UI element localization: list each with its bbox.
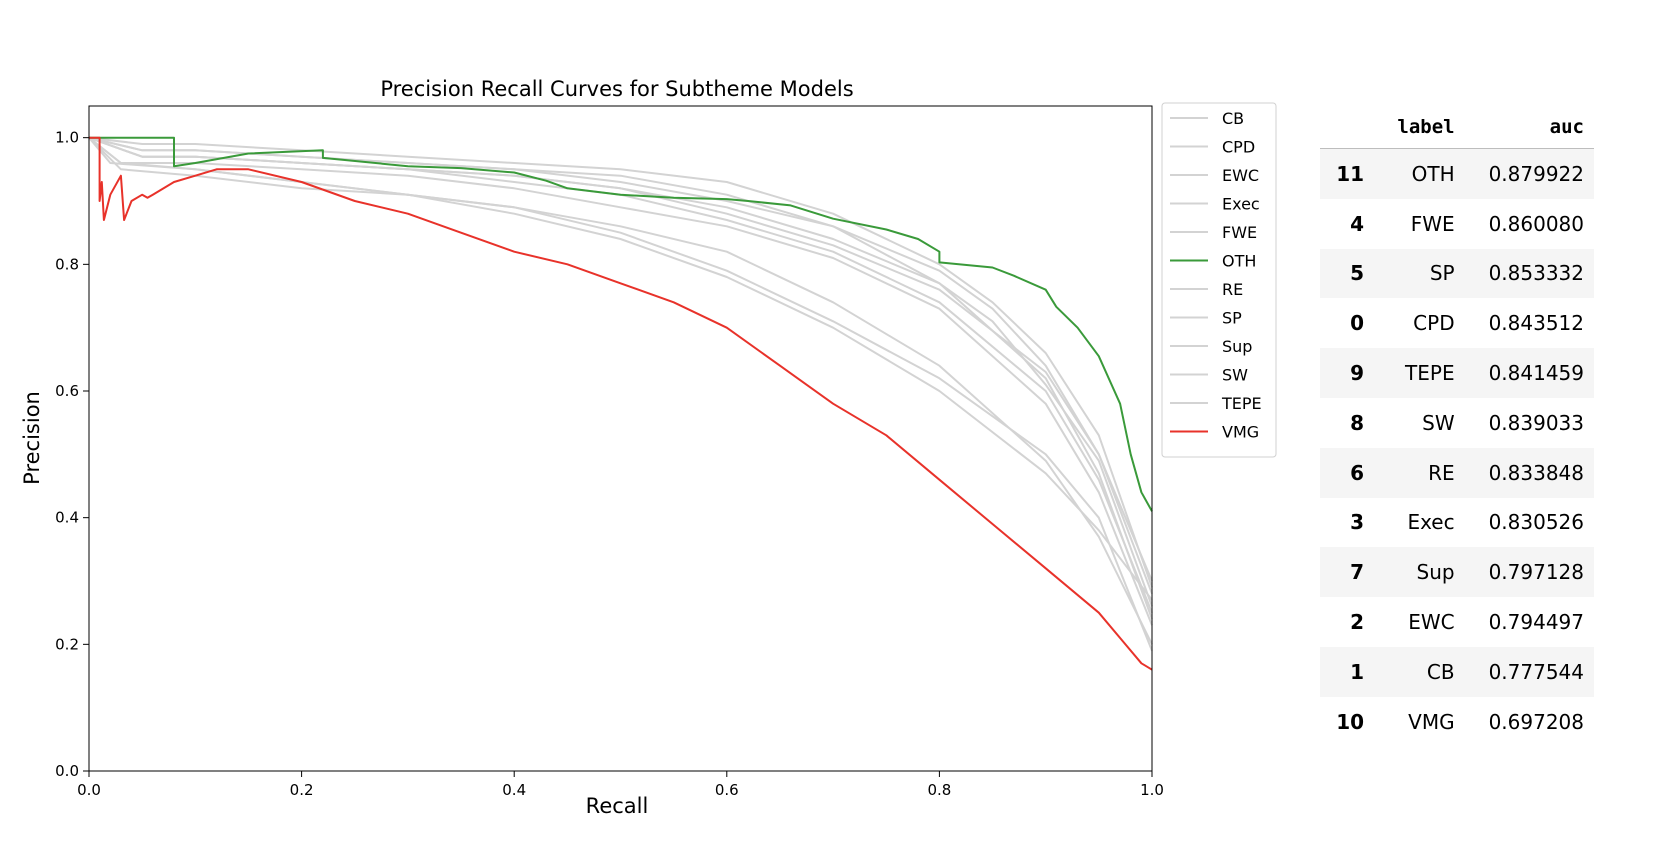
row-auc: 0.697208 <box>1488 709 1584 734</box>
chart-title: Precision Recall Curves for Subtheme Mod… <box>380 77 853 101</box>
row-label: FWE <box>1410 211 1455 236</box>
table-row: 7 Sup 0.797128 <box>1320 547 1594 598</box>
legend-label-cpd: CPD <box>1222 138 1255 157</box>
y-axis-title: Precision <box>20 391 44 485</box>
row-index: 2 <box>1350 610 1365 635</box>
series-line-oth <box>89 136 1153 512</box>
row-index: 4 <box>1350 211 1365 236</box>
x-tick-label: 0.8 <box>927 781 951 799</box>
row-index: 8 <box>1350 410 1365 435</box>
series-line-ewc <box>88 136 1153 645</box>
table-row: 5 SP 0.853332 <box>1320 248 1594 299</box>
series-line-tepe <box>88 136 1153 595</box>
row-label: Exec <box>1407 510 1455 535</box>
legend-label-sw: SW <box>1222 366 1248 385</box>
y-tick-label: 0.4 <box>55 509 79 527</box>
row-auc: 0.797128 <box>1464 547 1594 598</box>
legend-label-sup: Sup <box>1222 337 1252 356</box>
row-index: 10 <box>1336 709 1365 734</box>
row-index: 9 <box>1320 348 1379 398</box>
legend-box <box>1161 102 1277 458</box>
x-tick-label: 0.0 <box>77 781 101 799</box>
x-tick-label: 1.0 <box>1140 781 1164 799</box>
row-auc: 0.777544 <box>1464 646 1594 697</box>
header-auc: auc <box>1464 110 1594 149</box>
row-label: VMG <box>1408 709 1455 734</box>
row-label: EWC <box>1408 610 1455 635</box>
legend-label-ewc: EWC <box>1222 166 1259 185</box>
legend-label-exec: Exec <box>1222 195 1260 214</box>
table-row: 2 EWC 0.794497 <box>1320 597 1594 647</box>
series-line-re <box>88 136 1153 614</box>
x-tick-label: 0.2 <box>290 781 314 799</box>
row-auc: 0.843512 <box>1488 311 1584 336</box>
legend-label-cb: CB <box>1222 109 1244 128</box>
x-tick-label: 0.6 <box>715 781 739 799</box>
series-line-sp <box>88 136 1153 582</box>
table-body: 11 OTH 0.879922 4 FWE 0.860080 5 SP 0.853332 0 CPD… <box>1320 148 1594 747</box>
legend: CB CPD EWC Exec FWE OTH RE SP Sup SW TEPE VMG <box>1161 102 1277 458</box>
y-tick-label: 0.6 <box>55 382 79 400</box>
row-label: Sup <box>1378 547 1465 598</box>
table-row: 10 VMG 0.697208 <box>1320 697 1594 747</box>
row-auc: 0.794497 <box>1488 610 1584 635</box>
row-index: 1 <box>1320 646 1379 697</box>
x-tick-label: 0.4 <box>502 781 526 799</box>
legend-label-tepe: TEPE <box>1221 394 1262 413</box>
table-header-row: label auc <box>1320 110 1594 149</box>
row-auc: 0.839033 <box>1488 410 1584 435</box>
axes: 0.0 0.2 0.4 0.6 0.8 1.0 0.0 0.2 0.4 0.6 0.8 1.0 <box>55 105 1164 799</box>
table-row: 0 CPD 0.843512 <box>1320 298 1594 348</box>
plot-area <box>88 136 1153 671</box>
table-row: 4 FWE 0.860080 <box>1320 199 1594 249</box>
row-index: 11 <box>1320 148 1379 199</box>
y-tick-label: 0.2 <box>55 635 79 653</box>
header-label: label <box>1378 110 1465 149</box>
row-auc: 0.879922 <box>1464 148 1594 199</box>
header-index <box>1320 110 1379 149</box>
series-line-vmg <box>89 136 1153 671</box>
row-label: SW <box>1422 410 1455 435</box>
row-auc: 0.860080 <box>1488 211 1584 236</box>
table-row: 8 SW 0.839033 <box>1320 398 1594 448</box>
table-row: 9 TEPE 0.841459 <box>1320 348 1594 398</box>
row-label: CB <box>1378 646 1465 697</box>
row-label: RE <box>1378 447 1465 498</box>
y-tick-label: 1.0 <box>55 129 79 147</box>
row-label: OTH <box>1378 148 1465 199</box>
x-axis-title: Recall <box>586 794 649 818</box>
plot-frame <box>88 105 1153 772</box>
legend-label-vmg: VMG <box>1222 423 1259 442</box>
table-row: 6 RE 0.833848 <box>1320 447 1594 498</box>
series-line-fwe <box>88 136 1153 588</box>
legend-label-oth: OTH <box>1222 252 1256 271</box>
table-row: 1 CB 0.777544 <box>1320 646 1594 697</box>
legend-label-re: RE <box>1222 280 1243 299</box>
row-auc: 0.853332 <box>1464 248 1594 299</box>
series-line-exec <box>88 136 1153 626</box>
legend-label-fwe: FWE <box>1222 223 1257 242</box>
row-label: TEPE <box>1378 348 1465 398</box>
legend-label-sp: SP <box>1222 309 1242 328</box>
y-tick-label: 0.0 <box>55 762 79 780</box>
table-row: 3 Exec 0.830526 <box>1320 498 1594 548</box>
row-index: 3 <box>1350 510 1365 535</box>
y-tick-label: 0.8 <box>55 255 79 273</box>
table-row: 11 OTH 0.879922 <box>1320 148 1594 199</box>
row-label: SP <box>1378 248 1465 299</box>
row-index: 5 <box>1320 248 1379 299</box>
row-auc: 0.841459 <box>1464 348 1594 398</box>
row-index: 7 <box>1320 547 1379 598</box>
auc-table: label auc 11 OTH 0.879922 4 FWE 0.860080 5 SP 0.… <box>1320 110 1594 747</box>
row-auc: 0.830526 <box>1488 510 1584 535</box>
row-index: 6 <box>1320 447 1379 498</box>
series-line-sup <box>88 136 1153 652</box>
row-index: 0 <box>1350 311 1365 336</box>
row-auc: 0.833848 <box>1464 447 1594 498</box>
series-line-sw <box>88 136 1153 620</box>
row-label: CPD <box>1413 311 1455 336</box>
